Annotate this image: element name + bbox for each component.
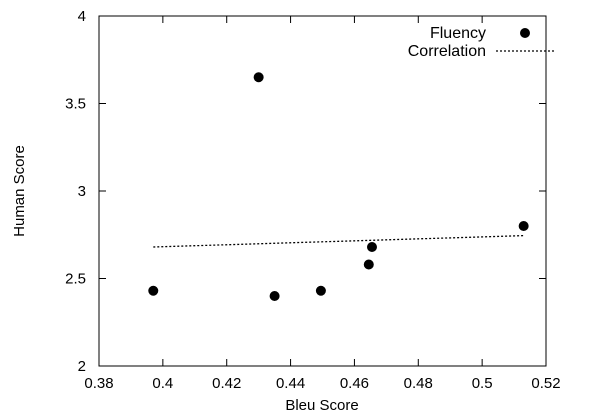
x-tick-label: 0.52 — [531, 375, 560, 392]
fluency-point — [315, 285, 326, 296]
axis-ticks: 0.38 0.4 0.42 0.44 0.46 0.48 0.5 0.52 2 2.5 3 3.5 4 — [65, 8, 560, 392]
x-tick-label: 0.48 — [404, 375, 433, 392]
legend-label-fluency: Fluency — [430, 25, 486, 42]
x-axis-label: Bleu Score — [285, 397, 358, 414]
legend-marker-fluency — [520, 28, 530, 38]
data-marks — [148, 72, 529, 301]
x-tick-label: 0.38 — [84, 375, 113, 392]
x-tick-label: 0.4 — [152, 375, 173, 392]
y-tick-label: 3.5 — [65, 96, 86, 113]
legend: Fluency Correlation — [408, 25, 554, 60]
fluency-point — [366, 242, 377, 252]
y-axis-label: Human Score — [11, 145, 28, 237]
y-tick-label: 2 — [78, 358, 86, 375]
fluency-point — [148, 285, 159, 296]
y-tick-label: 3 — [78, 183, 86, 200]
x-tick-label: 0.46 — [340, 375, 369, 392]
plot-frame — [98, 15, 547, 367]
x-tick-label: 0.5 — [472, 375, 493, 392]
fluency-point — [518, 221, 529, 231]
legend-label-correlation: Correlation — [408, 43, 486, 60]
y-tick-label: 2.5 — [65, 271, 86, 288]
fluency-point — [269, 291, 280, 301]
x-tick-label: 0.44 — [276, 375, 305, 392]
correlation-line — [153, 234, 524, 248]
fluency-point — [253, 72, 264, 83]
fluency-point — [363, 259, 374, 270]
y-tick-label: 4 — [78, 8, 86, 25]
x-tick-label: 0.42 — [212, 375, 241, 392]
